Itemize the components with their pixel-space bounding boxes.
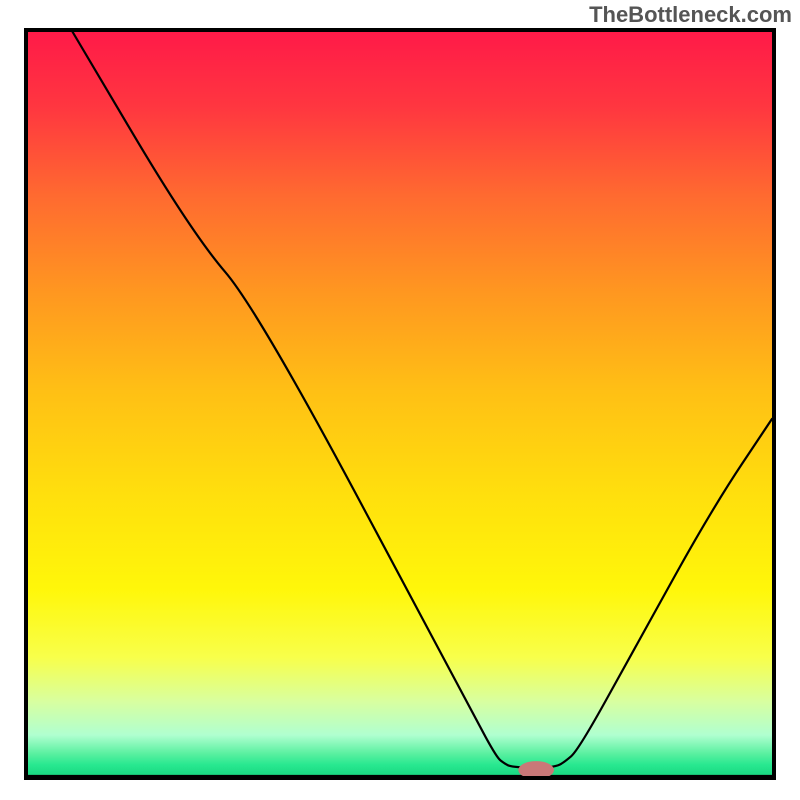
plot-svg xyxy=(24,28,776,780)
chart-container: TheBottleneck.com xyxy=(0,0,800,800)
plot-area xyxy=(24,28,776,780)
watermark-text: TheBottleneck.com xyxy=(589,2,792,28)
